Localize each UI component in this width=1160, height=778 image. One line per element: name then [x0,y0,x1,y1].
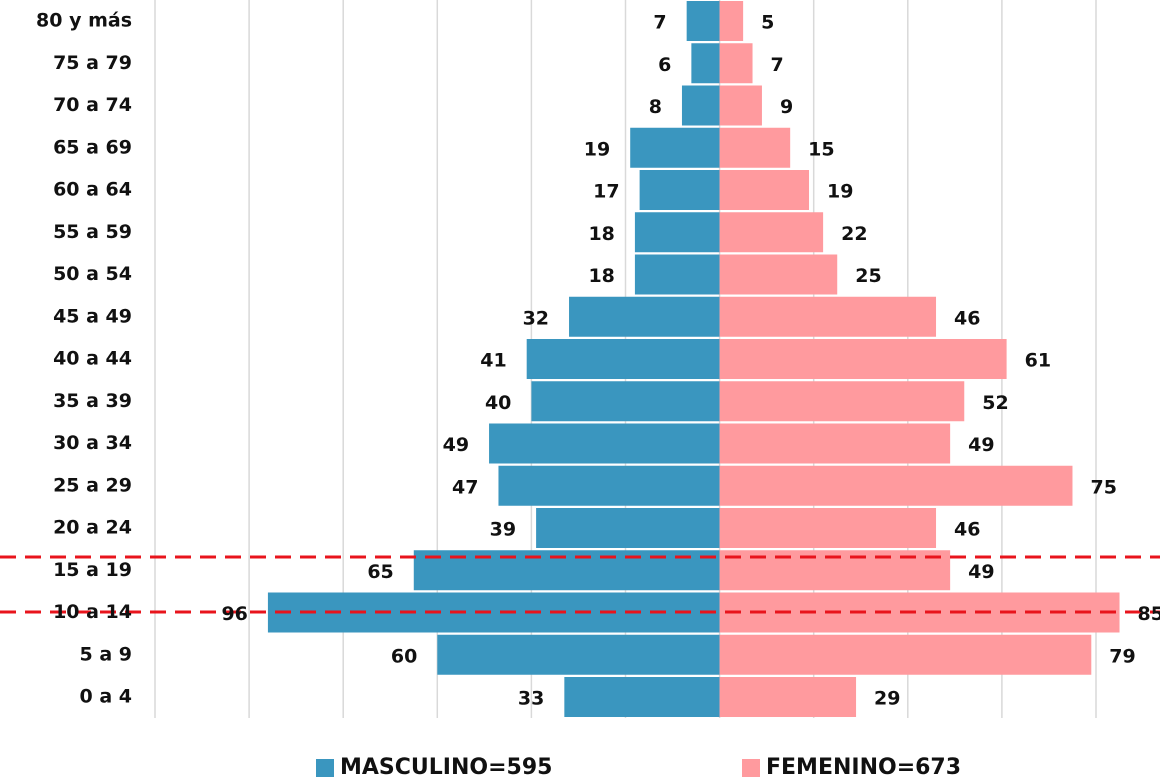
category-label: 70 a 74 [53,94,132,116]
value-label: 40 [485,392,511,414]
category-label: 40 a 44 [53,348,132,370]
value-label: 8 [649,96,662,118]
value-label: 33 [518,688,544,710]
bar [437,634,720,675]
category-label: 50 a 54 [53,263,132,285]
category-label: 20 a 24 [53,517,132,539]
value-label: 25 [855,265,881,287]
bar [719,1,744,41]
bar [526,339,720,379]
legend-label: FEMENINO=673 [766,755,961,778]
bar [564,677,720,717]
category-label: 60 a 64 [53,179,132,201]
value-label: 65 [367,561,393,583]
bar [719,423,951,464]
bar [719,85,762,126]
value-label: 61 [1025,350,1051,372]
bar [630,127,720,168]
bar [719,43,753,84]
category-label: 45 a 49 [53,305,132,327]
value-label: 5 [761,12,774,34]
value-label: 19 [584,138,610,160]
bar [719,170,809,210]
bar [719,634,1092,675]
value-label: 18 [588,265,614,287]
value-label: 52 [982,392,1008,414]
bar [719,381,965,422]
bar [531,381,720,422]
value-label: 6 [658,54,671,76]
value-label: 17 [593,181,619,203]
bar [686,1,720,41]
value-label: 49 [968,434,994,456]
value-label: 22 [841,223,867,245]
value-label: 75 [1090,476,1116,498]
bar [498,465,720,506]
legend-swatch [742,759,760,777]
category-label: 15 a 19 [53,559,132,581]
bar [639,170,720,210]
category-label: 0 a 4 [80,686,133,708]
value-label: 47 [452,476,478,498]
value-label: 7 [771,54,784,76]
value-label: 60 [391,645,417,667]
value-label: 32 [523,307,549,329]
legend-swatch [316,759,334,777]
bar [634,254,720,295]
category-label: 10 a 14 [53,601,132,623]
value-label: 79 [1109,645,1135,667]
bar [719,677,857,717]
category-label: 35 a 39 [53,390,132,412]
value-label: 96 [221,603,247,625]
value-label: 49 [968,561,994,583]
bars [267,1,1120,717]
value-label: 9 [780,96,793,118]
value-label: 49 [443,434,469,456]
bar [719,339,1007,379]
bar [569,296,720,337]
bar [681,85,720,126]
bar [719,212,824,253]
bar [536,508,720,548]
bar [719,127,791,168]
category-label: 25 a 29 [53,474,132,496]
value-label: 18 [588,223,614,245]
legend-label: MASCULINO=595 [340,755,552,778]
bar [267,592,720,633]
value-label: 29 [874,688,900,710]
value-label: 41 [480,350,506,372]
bar [691,43,720,84]
category-label: 80 y más [36,10,132,32]
category-label: 5 a 9 [80,643,133,665]
bar [719,465,1073,506]
bar [719,508,937,548]
bar [489,423,720,464]
legend: MASCULINO=595 FEMENINO=673 [316,755,961,778]
value-label: 15 [808,138,834,160]
value-label: 7 [653,12,666,34]
bar [634,212,720,253]
value-label: 85 [1138,603,1160,625]
category-label: 30 a 34 [53,432,132,454]
category-label: 75 a 79 [53,52,132,74]
category-label: 55 a 59 [53,221,132,243]
bar [719,296,937,337]
value-label: 39 [490,519,516,541]
bar [719,254,838,295]
value-label: 46 [954,307,980,329]
value-label: 19 [827,181,853,203]
category-label: 65 a 69 [53,136,132,158]
value-label: 46 [954,519,980,541]
